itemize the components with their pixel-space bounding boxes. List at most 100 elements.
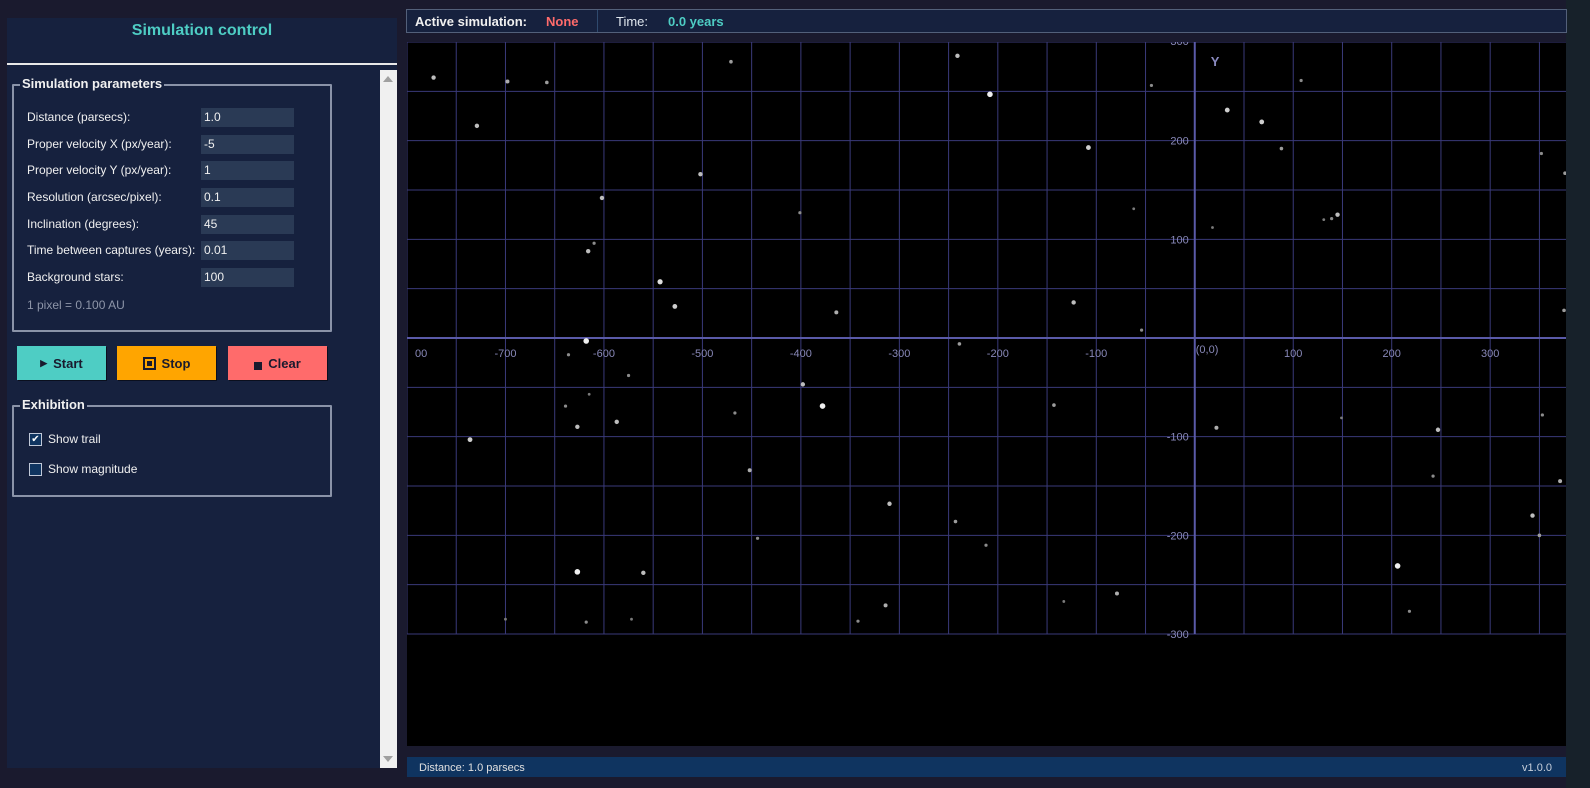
star-point xyxy=(883,603,888,608)
star-point xyxy=(1224,107,1230,113)
inclination-field[interactable]: 45 xyxy=(201,215,294,234)
active-simulation-value: None xyxy=(546,14,579,29)
star-point xyxy=(584,620,588,624)
x-tick-label: -700 xyxy=(494,348,516,360)
panel-title: Simulation control xyxy=(131,22,273,39)
star-point xyxy=(1071,300,1076,305)
panel-scrollbar[interactable] xyxy=(380,70,397,768)
star-point xyxy=(856,619,860,623)
x-tick-label: 300 xyxy=(1481,348,1499,360)
checkbox-label: Show trail xyxy=(48,432,101,446)
star-point xyxy=(1086,145,1091,150)
trash-icon xyxy=(254,361,263,370)
scroll-down-icon[interactable] xyxy=(383,756,393,762)
star-point xyxy=(957,342,962,346)
param-label: Resolution (arcsec/pixel): xyxy=(27,190,162,204)
star-point xyxy=(729,59,733,64)
show-magnitude-checkbox[interactable]: Show magnitude xyxy=(29,462,137,476)
star-point xyxy=(1330,217,1334,221)
divider xyxy=(7,63,397,65)
star-point xyxy=(1537,533,1542,538)
star-field-plot[interactable]: 00 -700 -600 -500 -400 -300 -200 -100 100 200 300 3… xyxy=(406,36,1567,746)
window-edge xyxy=(1566,0,1590,788)
star-point xyxy=(1431,474,1435,478)
star-point xyxy=(566,353,571,357)
star-point xyxy=(1279,146,1284,151)
star-point xyxy=(1132,207,1136,211)
star-point xyxy=(887,501,892,506)
simulation-parameters-group: Simulation parameters Distance (parsecs)… xyxy=(12,76,332,332)
y-tick-label: -100 xyxy=(1167,432,1189,444)
star-point xyxy=(1062,600,1066,603)
param-label: Inclination (degrees): xyxy=(27,217,140,231)
star-point xyxy=(575,424,580,429)
star-point xyxy=(984,543,988,547)
x-tick-label: -600 xyxy=(593,348,615,360)
star-point xyxy=(1149,83,1154,88)
clear-button[interactable]: Clear xyxy=(228,346,327,380)
star-point xyxy=(798,211,802,215)
velocity-y-field[interactable]: 1 xyxy=(201,161,294,180)
y-tick-label: 100 xyxy=(1170,234,1188,246)
checkbox-icon[interactable] xyxy=(29,462,42,476)
star-point xyxy=(1435,427,1441,432)
y-tick-label: 200 xyxy=(1170,136,1188,148)
simulation-canvas[interactable]: 00 -700 -600 -500 -400 -300 -200 -100 100 200 300 3… xyxy=(406,36,1567,746)
scroll-up-icon[interactable] xyxy=(383,76,393,82)
y-axis-label: Y xyxy=(1211,54,1220,69)
star-point xyxy=(599,195,605,201)
divider xyxy=(597,10,598,32)
star-point xyxy=(733,411,737,415)
star-point xyxy=(585,248,591,254)
distance-field[interactable]: 1.0 xyxy=(201,108,294,127)
active-simulation-label: Active simulation: xyxy=(415,14,527,29)
exhibition-group: Exhibition ✔ Show trail Show magnitude xyxy=(12,397,332,497)
x-tick-label: 200 xyxy=(1383,348,1401,360)
star-point xyxy=(1394,563,1401,569)
velocity-x-field[interactable]: -5 xyxy=(201,135,294,154)
star-point xyxy=(747,468,752,473)
star-point xyxy=(800,382,806,387)
checkbox-icon[interactable]: ✔ xyxy=(29,432,42,446)
star-point xyxy=(1114,591,1119,596)
star-point xyxy=(1530,513,1535,518)
version-label: v1.0.0 xyxy=(1522,762,1552,774)
stop-button[interactable]: Stop xyxy=(117,346,216,380)
star-point xyxy=(1540,413,1544,417)
star-point xyxy=(1214,425,1219,430)
star-point xyxy=(574,569,581,575)
param-label: Distance (parsecs): xyxy=(27,110,131,124)
background-stars-field[interactable]: 100 xyxy=(201,268,294,287)
y-tick-label: -300 xyxy=(1167,629,1189,641)
star-point xyxy=(819,403,826,409)
x-tick-label: -300 xyxy=(888,348,910,360)
start-button[interactable]: ▶ Start xyxy=(17,346,106,380)
star-point xyxy=(626,373,631,378)
distance-status: Distance: 1.0 parsecs xyxy=(419,762,525,774)
star-point xyxy=(1211,226,1214,229)
star-point xyxy=(467,437,473,443)
capture-interval-field[interactable]: 0.01 xyxy=(201,241,294,260)
start-label: Start xyxy=(53,355,83,371)
star-point xyxy=(1259,119,1265,125)
y-tick-label: -200 xyxy=(1167,530,1189,542)
star-point xyxy=(834,310,839,315)
param-label: Proper velocity X (px/year): xyxy=(27,137,172,151)
time-label: Time: xyxy=(616,14,649,29)
show-trail-checkbox[interactable]: ✔ Show trail xyxy=(29,432,101,446)
star-point xyxy=(563,404,568,408)
star-point xyxy=(1539,151,1543,156)
checkbox-label: Show magnitude xyxy=(48,462,138,476)
star-point xyxy=(1139,328,1144,332)
star-point xyxy=(1562,308,1566,313)
star-point xyxy=(955,53,960,59)
star-point xyxy=(630,617,633,621)
star-point xyxy=(1407,609,1412,613)
star-point xyxy=(953,519,958,524)
star-point xyxy=(592,241,596,245)
star-point xyxy=(1322,218,1326,222)
star-point xyxy=(755,536,760,540)
group-title: Simulation parameters xyxy=(20,76,165,91)
resolution-field[interactable]: 0.1 xyxy=(201,188,294,207)
star-point xyxy=(987,91,993,98)
